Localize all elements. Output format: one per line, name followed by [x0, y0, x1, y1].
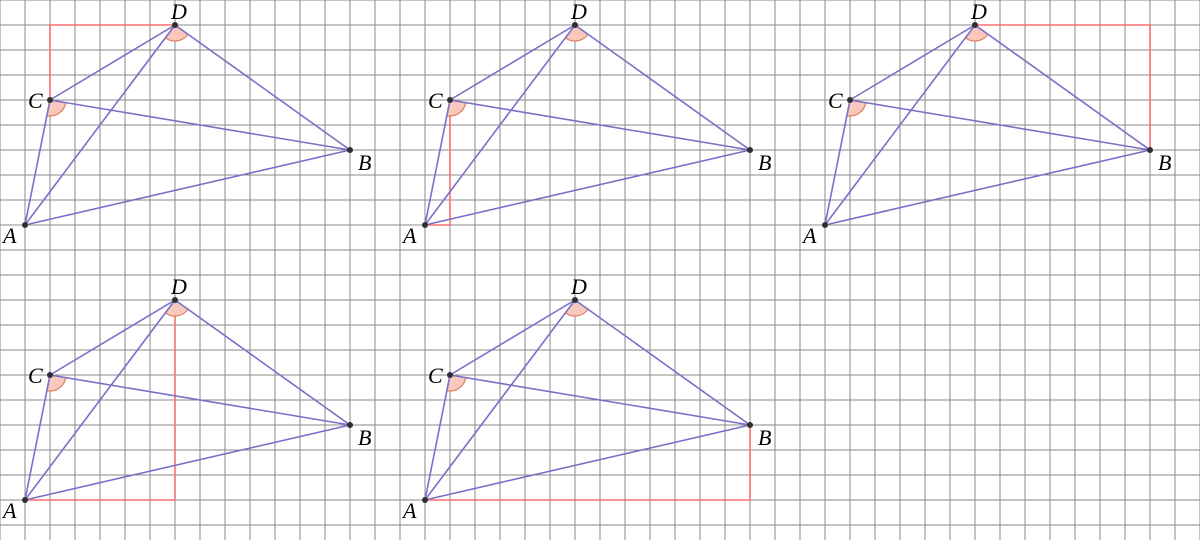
- label-c: C: [28, 88, 43, 113]
- point-a: [422, 222, 428, 228]
- point-a: [22, 222, 28, 228]
- edge: [450, 300, 575, 375]
- edge: [425, 100, 450, 225]
- label-b: B: [1158, 150, 1171, 175]
- point-c: [447, 372, 453, 378]
- edge: [25, 100, 50, 225]
- point-c: [447, 97, 453, 103]
- edge: [25, 375, 50, 500]
- label-a: A: [801, 223, 817, 248]
- edge: [50, 25, 175, 100]
- point-c: [47, 97, 53, 103]
- panel-1: A B C D: [1, 0, 371, 248]
- label-a: A: [401, 223, 417, 248]
- edge: [450, 25, 575, 100]
- edge: [175, 300, 350, 425]
- label-c: C: [428, 363, 443, 388]
- point-b: [347, 147, 353, 153]
- panel-2: A B C D: [401, 0, 771, 248]
- label-d: D: [970, 0, 987, 24]
- edge: [175, 25, 350, 150]
- panel-5: A B C D: [401, 274, 771, 523]
- geometry-figure: A B C D A B C D A B C D A B C D A B C D: [0, 0, 1200, 540]
- label-c: C: [428, 88, 443, 113]
- point-a: [22, 497, 28, 503]
- point-c: [847, 97, 853, 103]
- point-b: [347, 422, 353, 428]
- point-a: [422, 497, 428, 503]
- label-d: D: [170, 274, 187, 299]
- point-c: [47, 372, 53, 378]
- label-a: A: [1, 223, 17, 248]
- label-a: A: [1, 498, 17, 523]
- point-b: [1147, 147, 1153, 153]
- edge: [850, 25, 975, 100]
- point-b: [747, 147, 753, 153]
- label-b: B: [758, 150, 771, 175]
- edge: [575, 25, 750, 150]
- point-a: [822, 222, 828, 228]
- label-d: D: [170, 0, 187, 24]
- label-b: B: [358, 425, 371, 450]
- label-c: C: [28, 363, 43, 388]
- label-d: D: [570, 274, 587, 299]
- label-a: A: [401, 498, 417, 523]
- label-d: D: [570, 0, 587, 24]
- edge: [975, 25, 1150, 150]
- edge: [425, 375, 450, 500]
- point-b: [747, 422, 753, 428]
- edge: [575, 300, 750, 425]
- label-c: C: [828, 88, 843, 113]
- panel-4: A B C D: [1, 274, 371, 523]
- label-b: B: [758, 425, 771, 450]
- edge: [50, 300, 175, 375]
- label-b: B: [358, 150, 371, 175]
- edge: [825, 100, 850, 225]
- panel-3: A B C D: [801, 0, 1171, 248]
